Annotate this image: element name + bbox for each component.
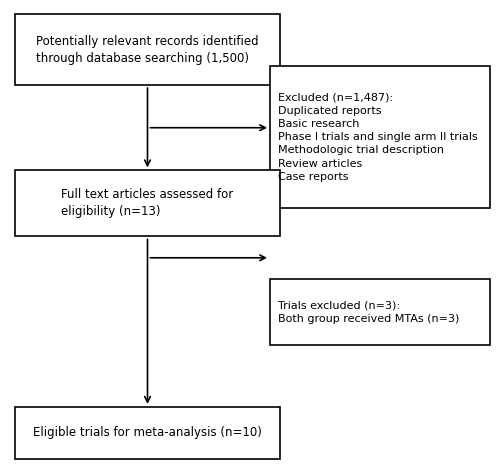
Text: Trials excluded (n=3):
Both group received MTAs (n=3): Trials excluded (n=3): Both group receiv… — [278, 300, 459, 324]
Text: Full text articles assessed for
eligibility (n=13): Full text articles assessed for eligibil… — [62, 188, 234, 219]
Text: Eligible trials for meta-analysis (n=10): Eligible trials for meta-analysis (n=10) — [33, 426, 262, 439]
FancyBboxPatch shape — [15, 170, 280, 236]
FancyBboxPatch shape — [270, 66, 490, 208]
FancyBboxPatch shape — [15, 14, 280, 85]
Text: Potentially relevant records identified
through database searching (1,500): Potentially relevant records identified … — [36, 35, 259, 65]
FancyBboxPatch shape — [270, 279, 490, 345]
Text: Excluded (n=1,487):
Duplicated reports
Basic research
Phase I trials and single : Excluded (n=1,487): Duplicated reports B… — [278, 93, 477, 182]
FancyBboxPatch shape — [15, 407, 280, 459]
